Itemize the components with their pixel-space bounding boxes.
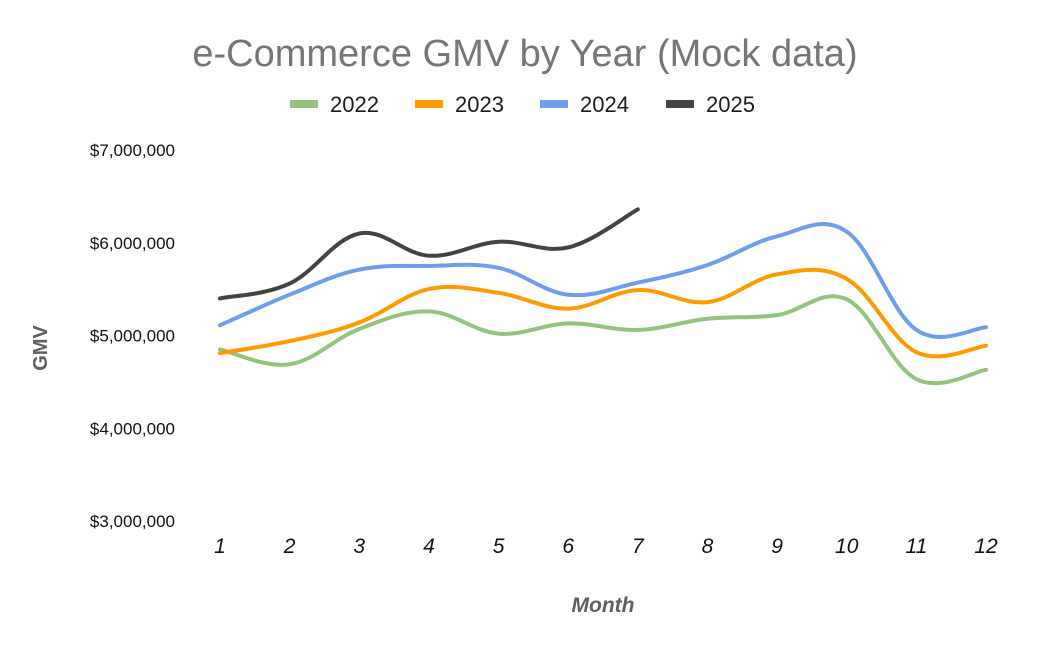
data-point-2025-5 <box>497 240 501 244</box>
legend-swatch <box>666 100 694 108</box>
x-tick-label: 6 <box>562 535 574 558</box>
data-point-2025-2 <box>288 282 292 286</box>
data-point-2022-3 <box>357 327 361 331</box>
data-point-2023-1 <box>218 351 222 355</box>
data-point-2025-7 <box>636 207 640 211</box>
legend-item-2024[interactable]: 2024 <box>540 92 629 117</box>
x-tick-label: 1 <box>214 535 226 558</box>
series-line-2023 <box>218 267 988 359</box>
x-tick-label: 12 <box>974 535 998 558</box>
data-point-2023-10 <box>845 277 849 281</box>
data-point-2022-2 <box>288 362 292 366</box>
data-point-2023-3 <box>357 321 361 325</box>
data-point-2023-2 <box>288 339 292 343</box>
data-point-2024-12 <box>984 325 988 329</box>
x-tick-label: 9 <box>771 535 783 558</box>
legend-swatch <box>540 100 568 108</box>
y-tick-label: $6,000,000 <box>90 234 175 253</box>
y-tick-label: $3,000,000 <box>90 512 175 531</box>
x-tick-label: 11 <box>905 535 927 558</box>
series-line-2024 <box>218 222 988 339</box>
y-tick-label: $5,000,000 <box>90 327 175 346</box>
x-tick-label: 3 <box>353 535 365 558</box>
data-point-2022-1 <box>218 347 222 351</box>
data-point-2022-8 <box>705 317 709 321</box>
data-point-2024-5 <box>497 266 501 270</box>
data-point-2025-4 <box>427 254 431 258</box>
legend-swatch <box>415 100 443 108</box>
series-line-2022 <box>218 294 988 386</box>
y-tick-label: $7,000,000 <box>90 141 175 160</box>
legend-label: 2023 <box>455 92 504 117</box>
legend-label: 2024 <box>580 92 629 117</box>
chart-title: e-Commerce GMV by Year (Mock data) <box>192 33 857 75</box>
data-point-2022-9 <box>775 313 779 317</box>
data-point-2024-6 <box>566 293 570 297</box>
data-point-2023-9 <box>775 272 779 276</box>
x-tick-label: 5 <box>493 535 505 558</box>
data-point-2023-5 <box>497 291 501 295</box>
data-point-2022-11 <box>914 377 918 381</box>
legend: 2022 2023 2024 2025 <box>290 92 755 117</box>
data-point-2024-11 <box>914 328 918 332</box>
x-axis: 1 2 3 4 5 6 7 8 9 10 11 12 <box>214 535 998 558</box>
data-point-2024-2 <box>288 293 292 297</box>
data-point-2022-6 <box>566 321 570 325</box>
series-layer <box>218 207 988 386</box>
data-point-2024-10 <box>845 230 849 234</box>
data-point-2023-12 <box>984 344 988 348</box>
legend-item-2023[interactable]: 2023 <box>415 92 504 117</box>
data-point-2024-1 <box>218 323 222 327</box>
data-point-2025-6 <box>566 245 570 249</box>
x-tick-label: 10 <box>835 535 859 558</box>
data-point-2023-11 <box>914 350 918 354</box>
y-axis: $7,000,000 $6,000,000 $5,000,000 $4,000,000… <box>90 141 175 531</box>
series-line-2025 <box>218 207 640 301</box>
x-tick-label: 2 <box>283 535 296 558</box>
data-point-2022-7 <box>636 328 640 332</box>
data-point-2023-8 <box>705 300 709 304</box>
data-point-2025-3 <box>357 231 361 235</box>
legend-swatch <box>290 100 318 108</box>
legend-label: 2025 <box>706 92 755 117</box>
y-axis-title: GMV <box>30 325 52 371</box>
data-point-2022-4 <box>427 309 431 313</box>
data-point-2023-6 <box>566 307 570 311</box>
data-point-2024-7 <box>636 281 640 285</box>
data-point-2022-5 <box>497 332 501 336</box>
legend-item-2025[interactable]: 2025 <box>666 92 755 117</box>
data-point-2024-9 <box>775 234 779 238</box>
data-point-2022-10 <box>845 297 849 301</box>
data-point-2025-1 <box>218 296 222 300</box>
data-point-2022-12 <box>984 368 988 372</box>
x-tick-label: 8 <box>702 535 714 558</box>
x-tick-label: 7 <box>632 535 645 558</box>
legend-label: 2022 <box>330 92 379 117</box>
data-point-2023-4 <box>427 287 431 291</box>
data-point-2024-3 <box>357 268 361 272</box>
data-point-2023-7 <box>636 288 640 292</box>
x-tick-label: 4 <box>423 535 435 558</box>
x-axis-title: Month <box>572 594 635 617</box>
data-point-2024-4 <box>427 264 431 268</box>
legend-item-2022[interactable]: 2022 <box>290 92 379 117</box>
y-tick-label: $4,000,000 <box>90 419 175 438</box>
data-point-2024-8 <box>705 263 709 267</box>
